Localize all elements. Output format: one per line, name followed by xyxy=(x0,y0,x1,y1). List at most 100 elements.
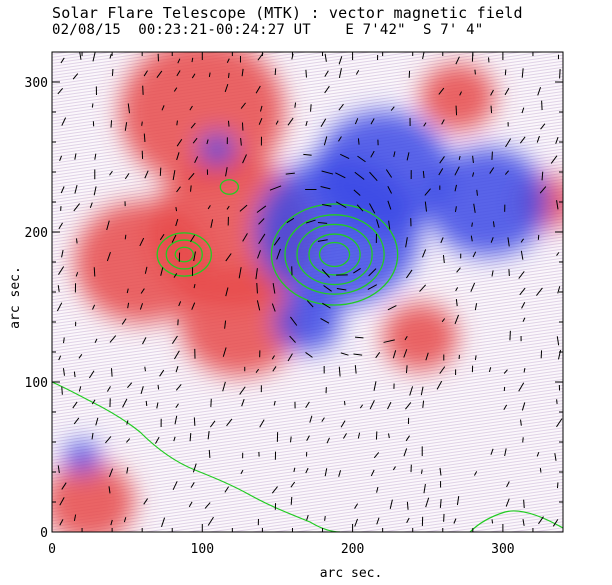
field-vector xyxy=(503,369,508,374)
field-vector xyxy=(354,503,359,509)
field-vector xyxy=(338,136,342,142)
field-vector xyxy=(259,419,265,428)
field-vector xyxy=(106,220,110,231)
field-vector xyxy=(472,155,474,163)
field-vector xyxy=(424,188,431,196)
field-vector xyxy=(72,401,78,409)
field-vector xyxy=(321,417,325,422)
field-vector xyxy=(126,420,129,425)
field-vector xyxy=(190,482,195,488)
field-vector xyxy=(491,270,494,277)
field-vector xyxy=(171,234,177,243)
field-vector xyxy=(354,171,365,180)
field-vector xyxy=(507,237,510,247)
limb-line xyxy=(469,510,563,532)
field-vector xyxy=(173,273,178,278)
field-vector xyxy=(439,366,446,374)
field-vector xyxy=(271,303,276,312)
field-vector xyxy=(176,120,178,126)
field-vector xyxy=(255,268,258,280)
field-vector xyxy=(454,166,460,176)
field-vector xyxy=(225,253,232,262)
field-vector xyxy=(439,499,442,508)
field-vector xyxy=(404,335,408,341)
field-vector xyxy=(518,382,525,392)
field-vector xyxy=(556,418,563,428)
field-vector xyxy=(320,186,331,190)
field-vector xyxy=(285,172,295,175)
field-vector xyxy=(405,365,408,374)
field-vector xyxy=(420,386,424,396)
negative-polarity-region xyxy=(427,147,548,257)
field-vector xyxy=(419,284,427,292)
field-vector xyxy=(439,156,445,164)
field-vector xyxy=(57,465,60,474)
field-vector xyxy=(490,105,493,114)
field-vector xyxy=(340,153,350,159)
field-vector xyxy=(123,517,127,523)
field-vector xyxy=(59,497,65,506)
contour-line xyxy=(219,179,240,195)
field-vector xyxy=(108,468,114,478)
field-vector xyxy=(269,185,282,191)
field-vector xyxy=(193,283,196,289)
field-vector xyxy=(74,153,77,160)
field-vector xyxy=(140,386,144,395)
field-vector xyxy=(225,287,229,297)
field-vector xyxy=(454,184,457,192)
field-vector xyxy=(521,402,526,411)
field-vector xyxy=(367,284,378,290)
field-vector xyxy=(387,186,393,194)
field-vector xyxy=(74,184,78,194)
field-vector xyxy=(368,268,377,277)
field-vector xyxy=(492,221,495,228)
field-vector xyxy=(57,88,64,95)
field-vector xyxy=(176,139,183,147)
field-vector xyxy=(58,222,63,230)
field-vector xyxy=(306,514,309,521)
field-vector xyxy=(290,481,296,488)
field-vector xyxy=(322,302,331,309)
field-vector xyxy=(189,433,192,442)
field-vector xyxy=(207,431,210,440)
field-vector xyxy=(305,120,308,126)
field-vector xyxy=(127,382,133,388)
field-vector xyxy=(60,186,65,194)
field-vector xyxy=(425,497,430,508)
field-vector xyxy=(439,467,442,476)
x-tick-label: 200 xyxy=(341,542,364,557)
field-vector xyxy=(375,352,381,359)
field-vector xyxy=(226,205,230,210)
field-vector xyxy=(271,355,275,360)
field-vector xyxy=(176,152,180,161)
field-vector xyxy=(453,518,457,524)
field-vector xyxy=(488,367,492,372)
field-vector xyxy=(290,496,293,505)
field-vector xyxy=(174,350,180,360)
x-tick-label: 300 xyxy=(491,542,514,557)
field-vector xyxy=(324,53,327,62)
field-vector xyxy=(343,433,347,439)
field-vector xyxy=(388,433,390,439)
field-vector xyxy=(474,303,478,311)
positive-polarity-region xyxy=(52,461,135,532)
field-vector xyxy=(60,57,65,64)
contour-line xyxy=(174,246,194,263)
field-vector xyxy=(356,204,364,212)
field-vector xyxy=(370,118,375,125)
field-vector xyxy=(61,250,64,258)
field-vector xyxy=(79,52,82,60)
field-vector xyxy=(324,468,328,477)
field-vector xyxy=(440,237,444,244)
field-vector xyxy=(293,467,296,473)
field-vector xyxy=(392,466,396,471)
field-vector xyxy=(258,233,266,245)
field-vector xyxy=(557,286,561,294)
field-vector xyxy=(240,102,246,109)
field-vector xyxy=(455,287,459,292)
field-vector xyxy=(224,320,227,329)
field-vector xyxy=(406,269,413,279)
field-vector xyxy=(353,189,361,196)
field-vector xyxy=(489,167,495,174)
field-vector xyxy=(191,73,196,79)
